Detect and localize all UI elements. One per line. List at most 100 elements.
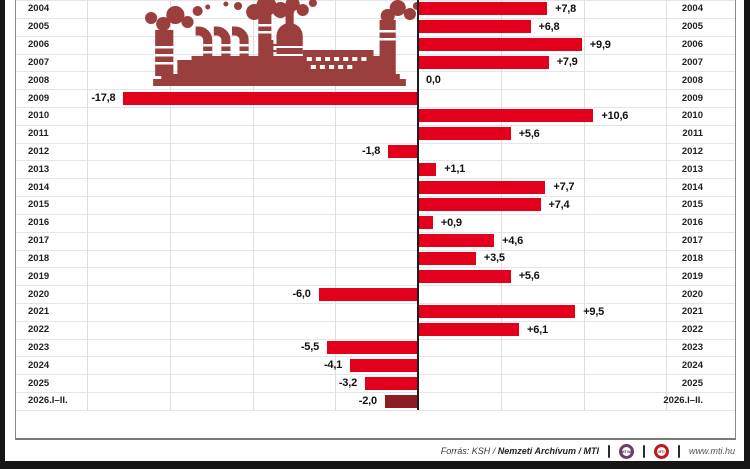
bar <box>350 358 418 372</box>
row-gridline <box>16 178 735 180</box>
frame-right <box>744 0 750 462</box>
mtva-logo-icon: MTVA <box>618 443 634 459</box>
year-label-left: 2005 <box>28 21 50 33</box>
value-label: -3,2 <box>338 377 357 390</box>
value-gridline <box>666 0 668 410</box>
value-label: -6,0 <box>292 288 311 301</box>
year-label-left: 2021 <box>28 306 50 318</box>
row-gridline <box>16 0 735 1</box>
row-gridline <box>16 392 735 393</box>
year-label-left: 2022 <box>28 324 50 336</box>
bar <box>418 55 549 69</box>
year-label-left: 2015 <box>28 199 50 211</box>
bar <box>418 38 582 51</box>
bar <box>327 341 418 354</box>
bar <box>418 234 495 248</box>
year-label-left: 2024 <box>28 359 50 371</box>
year-label-right: 2015 <box>681 199 703 211</box>
bar <box>418 180 546 194</box>
year-label-right: 2018 <box>681 252 703 264</box>
value-label: +9,9 <box>589 38 611 51</box>
year-label-right: 2014 <box>681 181 703 193</box>
year-label-left: 2007 <box>28 56 50 68</box>
row-gridline <box>16 356 735 358</box>
value-label: -5,5 <box>300 341 319 354</box>
row-gridline <box>16 17 735 19</box>
year-label-left: 2025 <box>28 377 50 389</box>
year-label-right: 2017 <box>681 235 703 247</box>
footer-bar: Forrás: KSH / Nemzeti Archívum / MTI MTV… <box>15 441 735 461</box>
year-label-right: 2012 <box>681 145 703 157</box>
year-label-left: 2019 <box>28 270 50 282</box>
row-gridline <box>16 160 735 162</box>
row-gridline <box>16 53 735 55</box>
year-label-left: 2006 <box>28 39 50 51</box>
row-gridline <box>16 142 735 144</box>
bar <box>418 216 433 230</box>
year-label-left: 2004 <box>28 3 50 15</box>
row-gridline <box>16 249 735 251</box>
bar <box>318 287 418 301</box>
bar <box>365 376 418 390</box>
year-label-right: 2004 <box>681 3 703 15</box>
year-label-left: 2020 <box>28 288 50 300</box>
year-label-right: 2008 <box>681 74 703 86</box>
row-gridline <box>16 124 735 126</box>
year-label-left: 2018 <box>28 252 50 264</box>
mti-logo-text: MTI <box>658 448 665 454</box>
row-gridline <box>16 338 735 340</box>
separator <box>677 444 680 458</box>
value-label: +4,6 <box>502 234 524 247</box>
website-text: www.mti.hu <box>688 446 735 456</box>
year-label-right: 2020 <box>681 288 703 300</box>
year-label-left: 2009 <box>28 92 50 104</box>
value-label: -2,0 <box>358 394 377 407</box>
year-label-right: 2025 <box>681 377 703 389</box>
year-label-left: 2013 <box>28 163 50 175</box>
frame-left <box>0 0 5 462</box>
year-label-right: 2024 <box>681 359 703 371</box>
value-gridline <box>169 0 171 410</box>
bar <box>418 162 437 176</box>
plot-area: 2004 2004 +7,8 2005 2005 +6,8 2006 2006 +9,9 2007… <box>16 0 735 438</box>
value-label: +6,8 <box>538 20 560 33</box>
row-gridline <box>16 285 735 287</box>
factory-icon <box>145 0 419 86</box>
row-gridline <box>16 35 735 37</box>
source-bold: Nemzeti Archívum / MTI <box>497 446 599 456</box>
value-gridline <box>252 0 254 410</box>
value-label: +7,7 <box>553 181 575 194</box>
bar <box>384 394 418 408</box>
year-label-right: 2006 <box>681 39 703 51</box>
value-label: +5,6 <box>518 270 540 283</box>
value-label: -4,1 <box>323 359 343 372</box>
year-label-right: 2013 <box>681 163 703 175</box>
year-label-left: 2012 <box>28 145 50 157</box>
chart-box: 2004 2004 +7,8 2005 2005 +6,8 2006 2006 +9,9 2007… <box>15 0 736 440</box>
bar <box>418 305 576 319</box>
value-label: +7,8 <box>555 2 577 15</box>
separator <box>607 444 610 458</box>
row-gridline <box>16 409 735 411</box>
row-gridline <box>16 213 735 215</box>
year-label-left: 2016 <box>28 217 50 229</box>
mtva-logo-text: MTVA <box>621 448 632 454</box>
value-label: +5,6 <box>518 127 540 140</box>
bar <box>388 145 418 158</box>
value-label: +3,5 <box>483 252 505 265</box>
year-label-left: 2014 <box>28 181 50 193</box>
year-label-right: 2026.I–II. <box>663 395 703 407</box>
year-label-right: 2011 <box>682 128 703 140</box>
row-gridline <box>16 302 735 304</box>
year-label-right: 2022 <box>681 324 703 336</box>
row-gridline <box>16 231 735 233</box>
bar <box>418 269 511 283</box>
bar <box>418 323 519 337</box>
source-normal: Forrás: KSH / <box>440 446 496 456</box>
year-label-right: 2023 <box>681 341 703 353</box>
value-label: +6,1 <box>527 323 548 336</box>
value-gridline <box>335 0 337 410</box>
year-label-left: 2011 <box>28 128 49 140</box>
frame-bottom <box>0 461 750 469</box>
